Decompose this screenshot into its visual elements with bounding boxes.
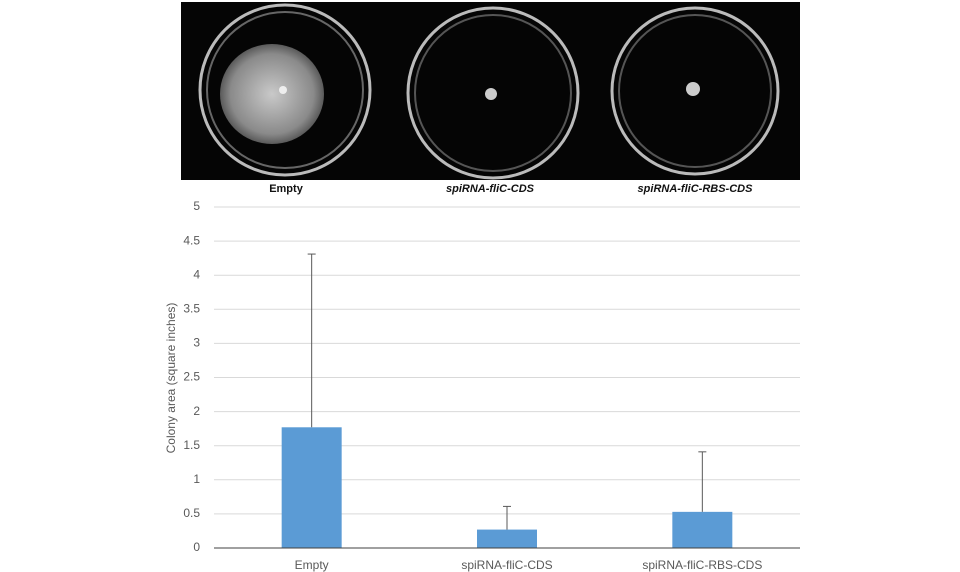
y-tick-label: 2.5 (183, 370, 200, 384)
x-tick-label: Empty (295, 558, 329, 572)
x-tick-label: spiRNA-fliC-RBS-CDS (642, 558, 762, 572)
photo-label: Empty (269, 183, 304, 195)
dish-rim (414, 14, 572, 172)
y-tick-label: 1.5 (183, 438, 200, 452)
petri-dishes (198, 3, 780, 180)
y-tick-label: 0.5 (183, 506, 200, 520)
y-tick-label: 3 (193, 336, 200, 350)
bar (672, 511, 733, 548)
photo-label: spiRNA-fliC-RBS-CDS (638, 183, 754, 195)
y-axis-label: Colony area (square inches) (164, 303, 178, 454)
colony (485, 88, 497, 100)
dish (610, 6, 780, 176)
dish-rim (618, 14, 772, 168)
y-tick-label: 2 (193, 404, 200, 418)
colony-center (279, 86, 287, 94)
colony (686, 82, 700, 96)
bar (477, 529, 537, 548)
dish (198, 3, 372, 177)
y-tick-label: 3.5 (183, 301, 200, 315)
y-tick-label: 0 (193, 540, 200, 554)
bar (281, 427, 342, 548)
dish-rim (206, 11, 364, 169)
y-tick-label: 1 (193, 472, 200, 486)
x-tick-label: spiRNA-fliC-CDS (461, 558, 552, 572)
y-tick-label: 4.5 (183, 233, 200, 247)
colony (220, 44, 324, 144)
y-tick-label: 4 (193, 267, 200, 281)
photo-label: spiRNA-fliC-CDS (446, 183, 535, 195)
dish (406, 6, 580, 180)
y-tick-label: 5 (193, 199, 200, 213)
